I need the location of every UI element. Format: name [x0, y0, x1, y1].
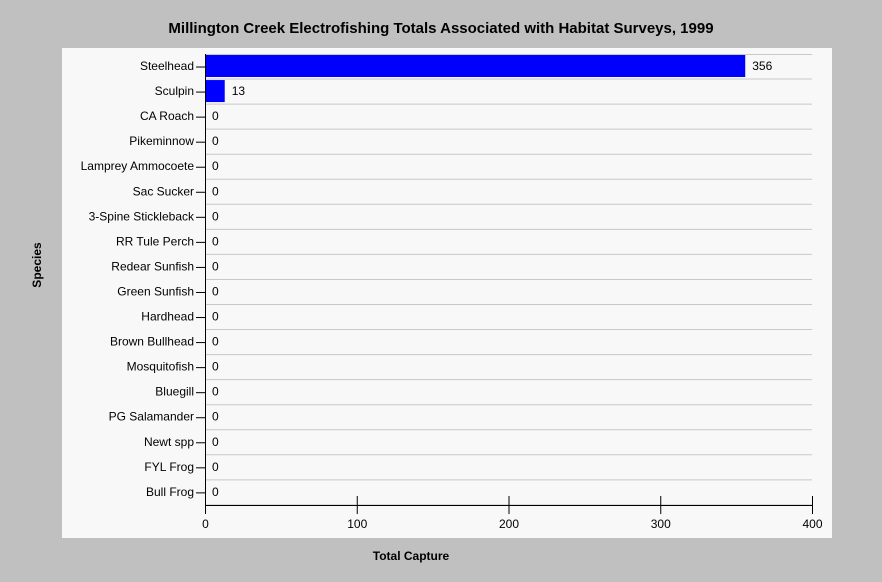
data-label: 0	[212, 159, 219, 173]
plot-area	[62, 48, 832, 538]
category-label: Sac Sucker	[133, 184, 194, 198]
data-label: 0	[212, 435, 219, 449]
category-label: Sculpin	[155, 84, 194, 98]
category-label: Mosquitofish	[127, 360, 194, 374]
category-label: Steelhead	[140, 59, 194, 73]
bar	[205, 80, 225, 103]
data-label: 0	[212, 134, 219, 148]
category-label: Brown Bullhead	[110, 335, 194, 349]
data-label: 356	[752, 59, 772, 73]
x-tick-label: 200	[499, 517, 519, 531]
data-label: 0	[212, 209, 219, 223]
chart-title: Millington Creek Electrofishing Totals A…	[168, 20, 713, 37]
category-label: 3-Spine Stickleback	[89, 209, 195, 223]
data-label: 0	[212, 360, 219, 374]
axes	[196, 54, 813, 514]
category-label: CA Roach	[140, 109, 194, 123]
x-tick-label: 300	[651, 517, 671, 531]
data-label: 0	[212, 259, 219, 273]
data-label: 0	[212, 460, 219, 474]
category-label: Hardhead	[141, 310, 194, 324]
category-label: FYL Frog	[144, 460, 194, 474]
category-label: Newt spp	[144, 435, 194, 449]
data-label: 0	[212, 109, 219, 123]
x-tick-label: 0	[202, 517, 209, 531]
category-label: Redear Sunfish	[111, 259, 194, 273]
category-label: Green Sunfish	[117, 284, 194, 298]
bar	[205, 55, 746, 77]
data-label: 0	[212, 234, 219, 248]
labels: Steelhead 356 Sculpin 13 CA Roach 0 Pikeminnow…	[81, 59, 823, 531]
y-axis-title: Species	[30, 242, 44, 288]
data-label: 0	[212, 310, 219, 324]
data-label: 0	[212, 335, 219, 349]
bars	[205, 55, 746, 103]
data-label: 13	[232, 84, 246, 98]
category-label: Bluegill	[155, 385, 194, 399]
category-label: Lamprey Ammocoete	[81, 159, 195, 173]
gridlines	[205, 54, 812, 506]
data-label: 0	[212, 385, 219, 399]
x-axis-title: Total Capture	[373, 549, 450, 563]
x-tick-label: 100	[347, 517, 367, 531]
category-label: RR Tule Perch	[116, 234, 194, 248]
data-label: 0	[212, 485, 219, 499]
category-label: PG Salamander	[109, 410, 194, 424]
data-label: 0	[212, 184, 219, 198]
data-label: 0	[212, 284, 219, 298]
x-tick-label: 400	[802, 517, 822, 531]
category-label: Bull Frog	[146, 485, 194, 499]
data-label: 0	[212, 410, 219, 424]
category-label: Pikeminnow	[129, 134, 194, 148]
